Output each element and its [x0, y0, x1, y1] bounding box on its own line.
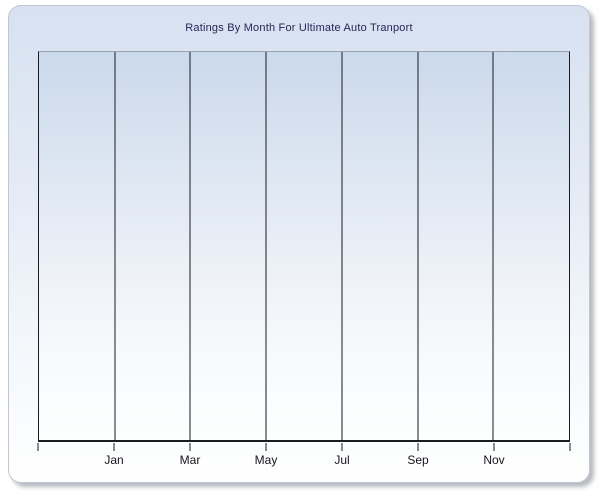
x-tick — [113, 443, 115, 451]
x-tick — [37, 443, 39, 451]
gridline — [417, 52, 419, 440]
x-tick-label-may: May — [254, 453, 278, 467]
x-tick — [189, 443, 191, 451]
x-tick — [265, 443, 267, 451]
x-tick-label-jan: Jan — [104, 453, 124, 467]
gridline — [189, 52, 191, 440]
chart-title: Ratings By Month For Ultimate Auto Tranp… — [185, 22, 413, 34]
chart-panel: Ratings By Month For Ultimate Auto Tranp… — [8, 5, 590, 483]
gridline — [114, 52, 116, 440]
x-tick-label-nov: Nov — [483, 453, 505, 467]
x-tick-label-sep: Sep — [407, 453, 429, 467]
x-tick-label-jul: Jul — [334, 453, 350, 467]
x-tick — [341, 443, 343, 451]
x-tick — [493, 443, 495, 451]
x-tick — [417, 443, 419, 451]
x-tick-label-mar: Mar — [179, 453, 201, 467]
x-tick — [569, 443, 571, 451]
gridline — [341, 52, 343, 440]
gridline — [265, 52, 267, 440]
x-axis: Jan Mar May Jul Sep Nov — [37, 442, 571, 472]
plot-area — [38, 51, 570, 442]
gridline — [492, 52, 494, 440]
